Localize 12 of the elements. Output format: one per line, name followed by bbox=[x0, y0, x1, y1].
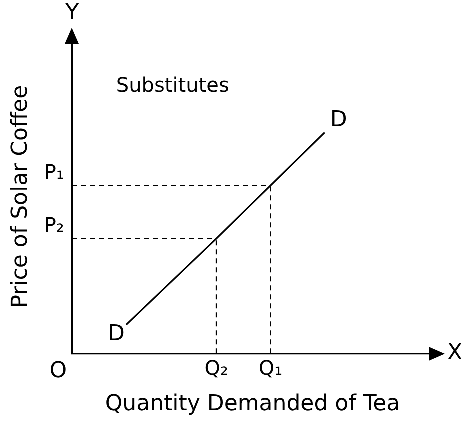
ref-line-label: P₂ bbox=[44, 212, 64, 237]
text: D bbox=[330, 107, 348, 132]
ref-line-label: P₁ bbox=[44, 160, 64, 184]
text: X bbox=[447, 340, 463, 366]
text: Y bbox=[64, 0, 80, 26]
chart-title: Substitutes bbox=[116, 73, 230, 98]
x-tick-label: Q₁ bbox=[258, 356, 283, 380]
x-tick-label: Q₂ bbox=[204, 356, 229, 380]
y-axis-title: Price of Solar Coffee bbox=[8, 85, 33, 308]
annotation: D bbox=[108, 322, 125, 347]
text: O bbox=[50, 358, 68, 384]
x-axis-title: Quantity Demanded of Tea bbox=[105, 392, 400, 417]
